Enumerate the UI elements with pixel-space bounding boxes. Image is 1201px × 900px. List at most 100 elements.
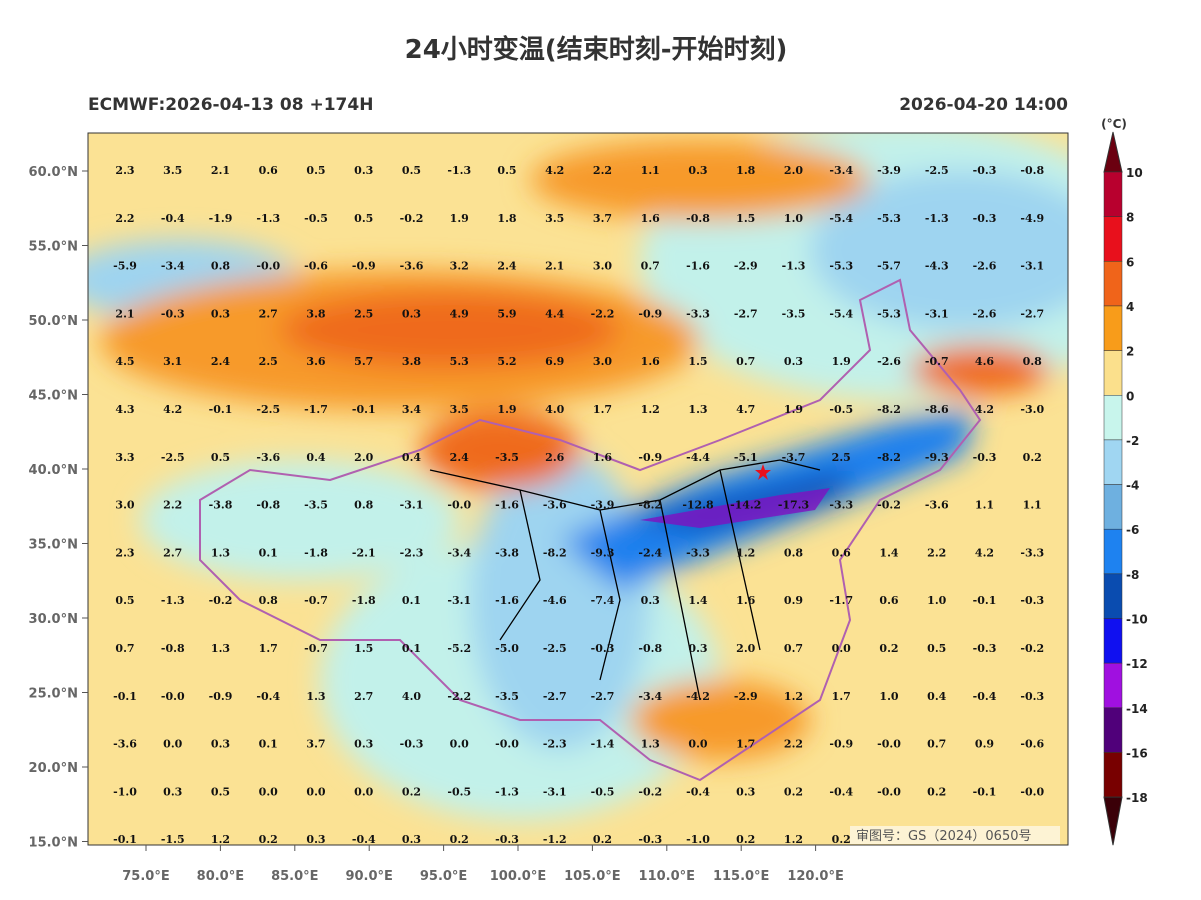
- colorbar-segment: [1103, 528, 1123, 575]
- grid-value: 1.7: [832, 690, 851, 703]
- grid-value: 2.0: [784, 164, 803, 177]
- grid-value: -3.6: [543, 499, 567, 512]
- grid-value: 1.9: [832, 355, 851, 368]
- grid-value: 2.0: [354, 451, 373, 464]
- grid-value: 0.8: [211, 260, 230, 273]
- grid-value: 3.1: [163, 355, 182, 368]
- colorbar-tick: -14: [1126, 702, 1148, 716]
- grid-value: -2.7: [543, 690, 567, 703]
- grid-value: -3.6: [113, 738, 137, 751]
- lon-label: 85.0°E: [271, 869, 318, 884]
- grid-value: -0.7: [925, 355, 949, 368]
- grid-value: 1.8: [736, 164, 755, 177]
- grid-value: -0.5: [829, 403, 853, 416]
- colorbar-segment: [1103, 752, 1123, 798]
- grid-value: -1.3: [447, 164, 471, 177]
- note-bg: [850, 826, 1060, 844]
- grid-value: 4.9: [450, 307, 469, 320]
- grid-value: -17.3: [778, 499, 809, 512]
- grid-value: 0.2: [879, 642, 898, 655]
- lat-label: 20.0°N: [29, 761, 78, 776]
- grid-value: -2.4: [638, 546, 662, 559]
- grid-value: 1.1: [1023, 499, 1042, 512]
- grid-value: -2.5: [161, 451, 185, 464]
- grid-value: -3.1: [543, 785, 567, 798]
- lon-label: 120.0°E: [787, 869, 844, 884]
- grid-value: -0.7: [304, 642, 328, 655]
- grid-value: 0.0: [832, 642, 851, 655]
- grid-value: 0.3: [211, 738, 230, 751]
- grid-value: 1.4: [688, 594, 707, 607]
- grid-value: 1.4: [879, 546, 898, 559]
- grid-value: 0.1: [402, 642, 421, 655]
- grid-value: 0.6: [879, 594, 898, 607]
- grid-value: -1.3: [782, 260, 806, 273]
- grid-value: 3.2: [450, 260, 469, 273]
- grid-value: -0.4: [686, 785, 710, 798]
- grid-value: -5.4: [829, 212, 853, 225]
- grid-value: 2.1: [115, 307, 134, 320]
- grid-value: 1.9: [784, 403, 803, 416]
- grid-value: 4.4: [545, 307, 564, 320]
- valid-time: 2026-04-20 14:00: [899, 95, 1068, 115]
- grid-value: -0.1: [113, 833, 137, 846]
- grid-value: -8.2: [543, 546, 567, 559]
- lon-label: 90.0°E: [345, 869, 392, 884]
- grid-value: 1.7: [593, 403, 612, 416]
- grid-value: 4.6: [975, 355, 994, 368]
- grid-value: 0.7: [115, 642, 134, 655]
- colorbar-tick: -2: [1126, 434, 1139, 448]
- grid-value: 0.1: [259, 738, 278, 751]
- grid-value: 4.3: [115, 403, 134, 416]
- colorbar-tick: 6: [1126, 255, 1134, 269]
- colorbar-tick: -10: [1126, 613, 1148, 627]
- colorbar-segment: [1103, 171, 1123, 217]
- map-frame: [87, 132, 1069, 846]
- lat-label: 15.0°N: [29, 836, 78, 851]
- grid-value: -1.3: [925, 212, 949, 225]
- colorbar-cap: [1103, 796, 1123, 846]
- grid-value: 0.8: [784, 546, 803, 559]
- grid-value: -3.1: [925, 307, 949, 320]
- grid-value: -2.2: [447, 690, 471, 703]
- grid-value: -0.8: [1020, 164, 1044, 177]
- grid-value: 2.3: [115, 164, 134, 177]
- grid-value: -0.5: [304, 212, 328, 225]
- grid-value: -4.3: [925, 260, 949, 273]
- grid-value: 3.3: [115, 451, 134, 464]
- colorbar-segment: [1103, 395, 1123, 441]
- grid-value: -2.7: [1020, 307, 1044, 320]
- grid-value: 0.5: [354, 212, 373, 225]
- grid-value: -4.4: [686, 451, 710, 464]
- grid-value: 1.5: [736, 212, 755, 225]
- grid-value: -0.2: [638, 785, 662, 798]
- grid-value: -2.7: [734, 307, 758, 320]
- grid-value: -3.3: [829, 499, 853, 512]
- grid-value: 2.0: [736, 642, 755, 655]
- grid-value: 0.5: [211, 785, 230, 798]
- grid-value: -0.5: [591, 785, 615, 798]
- colorbar-segment: [1103, 573, 1123, 619]
- lat-label: 25.0°N: [29, 687, 78, 702]
- colorbar-segment: [1103, 662, 1123, 709]
- grid-value: -0.8: [638, 642, 662, 655]
- colorbar-cap: [1103, 131, 1123, 173]
- grid-value: -0.9: [638, 451, 662, 464]
- lon-label: 115.0°E: [713, 869, 770, 884]
- grid-value: 3.0: [115, 499, 134, 512]
- grid-value: -0.8: [256, 499, 280, 512]
- grid-value: -3.5: [495, 451, 519, 464]
- colorbar-tick: -8: [1126, 568, 1139, 582]
- grid-value: 0.7: [736, 355, 755, 368]
- grid-value: 0.5: [402, 164, 421, 177]
- grid-value: 0.3: [402, 307, 421, 320]
- lon-label: 80.0°E: [197, 869, 244, 884]
- grid-value: -5.3: [877, 307, 901, 320]
- grid-value: -0.0: [447, 499, 471, 512]
- colorbar-segment: [1103, 216, 1123, 262]
- grid-value: 4.2: [975, 546, 994, 559]
- grid-value: 3.8: [306, 307, 325, 320]
- grid-value: -0.7: [304, 594, 328, 607]
- grid-value: 0.2: [927, 785, 946, 798]
- colorbar-segment: [1103, 618, 1123, 664]
